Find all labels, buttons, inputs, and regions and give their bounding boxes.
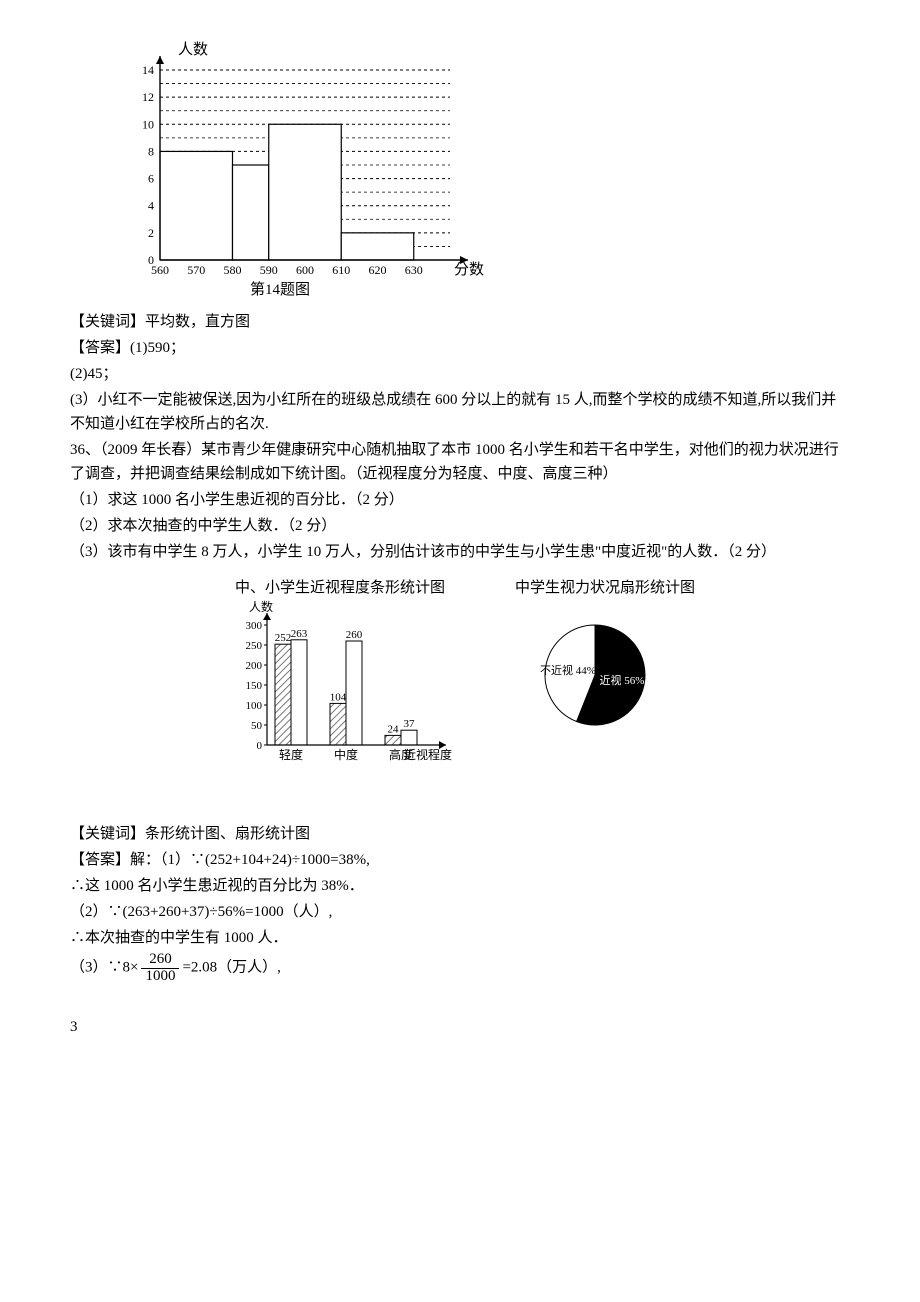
q36-figures-row: 中、小学生近视程度条形统计图 0 50 100 150 200 250 300 252263 轻… [70,576,850,770]
svg-text:600: 600 [296,263,314,277]
q36-ans-line5-b: =2.08（万人）, [182,960,280,976]
svg-text:263: 263 [291,628,308,640]
page-number: 3 [70,1015,850,1039]
svg-text:第14题图: 第14题图 [250,280,310,298]
svg-text:260: 260 [346,629,363,641]
svg-text:560: 560 [151,263,169,277]
svg-text:300: 300 [245,620,262,632]
svg-text:620: 620 [369,263,387,277]
svg-text:6: 6 [148,172,154,186]
svg-text:分数: 分数 [454,261,484,278]
svg-text:中度: 中度 [334,747,358,762]
bar-chart-col: 中、小学生近视程度条形统计图 0 50 100 150 200 250 300 252263 轻… [225,576,455,770]
q36-part3: （3）该市有中学生 8 万人，小学生 10 万人，分别估计该市的中学生与小学生患… [70,540,850,564]
svg-text:252: 252 [275,632,292,644]
q36-head: 36、（2009 年长春）某市青少年健康研究中心随机抽取了本市 1000 名小学… [70,438,850,486]
bar-chart-svg: 050100150200250300252263轻度104260中度2437高度… [225,600,455,770]
svg-text:580: 580 [224,263,242,277]
q35-keywords: 【关键词】平均数，直方图 [70,310,850,334]
pie-chart-col: 中学生视力状况扇形统计图 近视 56% 不近视 44% [515,576,695,750]
svg-text:37: 37 [403,718,415,730]
q36-ans-line5-a: （3）∵8× [70,960,138,976]
svg-text:轻度: 轻度 [279,747,303,762]
svg-text:4: 4 [148,199,154,213]
svg-text:近视程度: 近视程度 [404,747,452,762]
q36-answer-block: 【关键词】条形统计图、扇形统计图 【答案】解：（1）∵(252+104+24)÷… [70,822,850,985]
svg-text:14: 14 [142,63,154,77]
q36-part1: （1）求这 1000 名小学生患近视的百分比．（2 分） [70,488,850,512]
svg-text:24: 24 [387,723,399,735]
q35-answer-3: (3）小红不一定能被保送,因为小红所在的班级总成绩在 600 分以上的就有 15… [70,388,850,436]
q35-answer-1: 【答案】(1)590； [70,336,850,360]
svg-text:100: 100 [245,700,262,712]
q36-ans-line3: （2）∵(263+260+37)÷56%=1000（人）, [70,900,850,924]
svg-text:不近视 44%: 不近视 44% [540,663,596,677]
q35-block: 【关键词】平均数，直方图 【答案】(1)590； (2)45； (3）小红不一定… [70,310,850,436]
q36-block: 36、（2009 年长春）某市青少年健康研究中心随机抽取了本市 1000 名小学… [70,438,850,564]
svg-text:590: 590 [260,263,278,277]
fraction-numerator: 260 [141,952,179,969]
histogram-svg: 02468101214560570580590600610620630人数分数第… [120,40,500,300]
svg-text:10: 10 [142,117,154,131]
bar-chart-title: 中、小学生近视程度条形统计图 [235,576,445,600]
fraction-denominator: 1000 [141,969,179,985]
svg-text:104: 104 [330,691,347,703]
pie-chart-title: 中学生视力状况扇形统计图 [515,576,695,600]
svg-text:近视 56%: 近视 56% [600,673,645,687]
q36-ans-line2: ∴这 1000 名小学生患近视的百分比为 38%． [70,874,850,898]
svg-text:610: 610 [332,263,350,277]
svg-text:570: 570 [187,263,205,277]
svg-text:8: 8 [148,144,154,158]
svg-text:人数: 人数 [249,600,273,614]
q35-answer-2: (2)45； [70,362,850,386]
svg-text:2: 2 [148,226,154,240]
svg-text:12: 12 [142,90,154,104]
svg-text:200: 200 [245,660,262,672]
svg-text:0: 0 [256,740,262,752]
svg-text:人数: 人数 [178,41,208,58]
pie-chart-svg: 近视 56% 不近视 44% [520,600,690,750]
q36-ans-line5: （3）∵8×2601000=2.08（万人）, [70,952,850,985]
svg-text:50: 50 [251,720,263,732]
q36-ans-keywords: 【关键词】条形统计图、扇形统计图 [70,822,850,846]
histogram-figure: 02468101214560570580590600610620630人数分数第… [120,40,850,308]
q36-ans-line4: ∴本次抽查的中学生有 1000 人． [70,926,850,950]
fraction-260-1000: 2601000 [141,952,179,985]
q36-ans-line1: 【答案】解：（1）∵(252+104+24)÷1000=38%, [70,848,850,872]
svg-text:630: 630 [405,263,423,277]
svg-text:150: 150 [245,680,262,692]
svg-text:250: 250 [245,640,262,652]
q36-part2: （2）求本次抽查的中学生人数．（2 分） [70,514,850,538]
